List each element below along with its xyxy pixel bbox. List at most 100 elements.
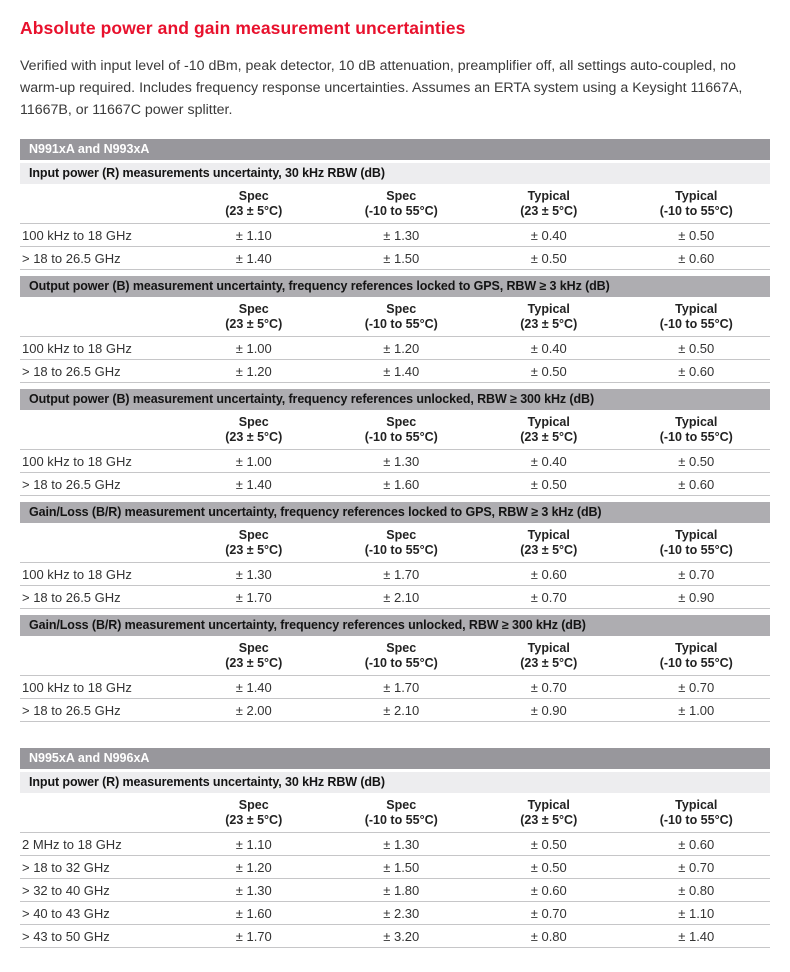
value-cell: ± 1.30: [383, 227, 420, 243]
column-header-line1: Typical: [675, 302, 718, 316]
value-cell: ± 1.10: [235, 227, 272, 243]
row-label: > 18 to 32 GHz: [22, 859, 110, 875]
product-header: N995xA and N996xA: [20, 748, 770, 769]
table-row: 2 MHz to 18 GHz ± 1.10 ± 1.30 ± 0.50 ± 0.60: [20, 833, 770, 856]
value-cell: ± 1.50: [383, 250, 420, 266]
value-cell: ± 2.10: [383, 589, 420, 605]
column-header-line2: (23 ± 5°C): [225, 656, 283, 670]
column-header: Spec (-10 to 55°C): [328, 189, 476, 219]
value-cell: ± 1.30: [383, 453, 420, 469]
column-header: Typical (23 ± 5°C): [475, 302, 623, 332]
column-header: Typical (23 ± 5°C): [475, 415, 623, 445]
section-header: Output power (B) measurement uncertainty…: [20, 389, 770, 410]
column-header-line1: Spec: [386, 189, 417, 203]
column-header: Typical (-10 to 55°C): [623, 798, 771, 828]
row-label: > 18 to 26.5 GHz: [22, 476, 121, 492]
table-row: 100 kHz to 18 GHz ± 1.40 ± 1.70 ± 0.70 ± 0.7…: [20, 676, 770, 699]
table-row: 100 kHz to 18 GHz ± 1.30 ± 1.70 ± 0.60 ± 0.7…: [20, 563, 770, 586]
value-cell: ± 0.70: [678, 859, 715, 875]
value-cell: ± 1.70: [235, 589, 272, 605]
column-header: Spec (-10 to 55°C): [328, 302, 476, 332]
column-header: Spec (23 ± 5°C): [180, 641, 328, 671]
section-header: Gain/Loss (B/R) measurement uncertainty,…: [20, 615, 770, 636]
table-row: > 18 to 26.5 GHz ± 1.40 ± 1.60 ± 0.50 ± 0.60: [20, 473, 770, 496]
value-cell: ± 1.60: [383, 476, 420, 492]
column-header: Typical (23 ± 5°C): [475, 641, 623, 671]
table-row: > 18 to 26.5 GHz ± 1.40 ± 1.50 ± 0.50 ± 0.60: [20, 247, 770, 270]
row-label: 100 kHz to 18 GHz: [22, 227, 132, 243]
column-header-row: Spec (23 ± 5°C) Spec (-10 to 55°C) Typical (2…: [20, 184, 770, 224]
column-header-line2: (23 ± 5°C): [520, 317, 578, 331]
table-row: 100 kHz to 18 GHz ± 1.10 ± 1.30 ± 0.40 ± 0.5…: [20, 224, 770, 247]
column-header: Spec (-10 to 55°C): [328, 528, 476, 558]
value-cell: ± 0.70: [678, 566, 715, 582]
table-row: > 18 to 26.5 GHz ± 1.70 ± 2.10 ± 0.70 ± 0.90: [20, 586, 770, 609]
value-cell: ± 0.50: [530, 859, 567, 875]
column-header-line2: (-10 to 55°C): [364, 656, 438, 670]
column-header-line2: (-10 to 55°C): [364, 813, 438, 827]
value-cell: ± 0.60: [678, 836, 715, 852]
column-header: Typical (23 ± 5°C): [475, 798, 623, 828]
column-header-row: Spec (23 ± 5°C) Spec (-10 to 55°C) Typical (2…: [20, 636, 770, 676]
column-header-line1: Typical: [527, 528, 570, 542]
value-cell: ± 1.50: [383, 859, 420, 875]
value-cell: ± 0.50: [678, 340, 715, 356]
section-header: Output power (B) measurement uncertainty…: [20, 276, 770, 297]
column-header-line2: (23 ± 5°C): [520, 430, 578, 444]
table-row: > 18 to 26.5 GHz ± 2.00 ± 2.10 ± 0.90 ± 1.00: [20, 699, 770, 722]
column-header-line1: Typical: [675, 798, 718, 812]
row-label: > 18 to 26.5 GHz: [22, 363, 121, 379]
value-cell: ± 1.40: [235, 476, 272, 492]
column-header: Typical (-10 to 55°C): [623, 302, 771, 332]
column-header-line2: (-10 to 55°C): [364, 543, 438, 557]
column-header-line1: Typical: [675, 528, 718, 542]
value-cell: ± 1.40: [383, 363, 420, 379]
section-header: Input power (R) measurements uncertainty…: [20, 772, 770, 793]
column-header-line2: (-10 to 55°C): [659, 543, 733, 557]
column-header: Typical (-10 to 55°C): [623, 189, 771, 219]
intro-paragraph: Verified with input level of -10 dBm, pe…: [20, 58, 743, 118]
row-label: 100 kHz to 18 GHz: [22, 679, 132, 695]
value-cell: ± 1.10: [678, 905, 715, 921]
value-cell: ± 1.10: [235, 836, 272, 852]
value-cell: ± 0.70: [530, 679, 567, 695]
column-header-line2: (-10 to 55°C): [659, 656, 733, 670]
row-label: 100 kHz to 18 GHz: [22, 340, 132, 356]
value-cell: ± 0.50: [678, 453, 715, 469]
value-cell: ± 1.00: [235, 340, 272, 356]
value-cell: ± 0.90: [678, 589, 715, 605]
value-cell: ± 0.40: [530, 453, 567, 469]
value-cell: ± 0.40: [530, 227, 567, 243]
section-header: Input power (R) measurements uncertainty…: [20, 163, 770, 184]
column-header: Typical (-10 to 55°C): [623, 528, 771, 558]
row-label: > 40 to 43 GHz: [22, 905, 110, 921]
column-header: Spec (-10 to 55°C): [328, 415, 476, 445]
column-header-line2: (-10 to 55°C): [659, 204, 733, 218]
column-header-line2: (23 ± 5°C): [225, 813, 283, 827]
row-label: > 43 to 50 GHz: [22, 928, 110, 944]
column-header-row: Spec (23 ± 5°C) Spec (-10 to 55°C) Typical (2…: [20, 523, 770, 563]
column-header-line2: (23 ± 5°C): [520, 656, 578, 670]
column-header-line2: (-10 to 55°C): [364, 204, 438, 218]
row-label: > 18 to 26.5 GHz: [22, 250, 121, 266]
value-cell: ± 0.70: [530, 589, 567, 605]
column-header-line2: (23 ± 5°C): [225, 204, 283, 218]
column-header: Spec (23 ± 5°C): [180, 798, 328, 828]
column-header-line1: Spec: [386, 798, 417, 812]
column-header-line1: Spec: [386, 641, 417, 655]
column-header-line1: Spec: [386, 415, 417, 429]
value-cell: ± 1.70: [383, 566, 420, 582]
row-label: 2 MHz to 18 GHz: [22, 836, 122, 852]
column-header-line1: Typical: [675, 415, 718, 429]
value-cell: ± 0.50: [530, 363, 567, 379]
value-cell: ± 1.70: [383, 679, 420, 695]
column-header: Spec (23 ± 5°C): [180, 302, 328, 332]
value-cell: ± 1.00: [235, 453, 272, 469]
column-header-line2: (-10 to 55°C): [364, 317, 438, 331]
value-cell: ± 0.50: [530, 836, 567, 852]
column-header-line1: Spec: [386, 528, 417, 542]
column-header-line2: (-10 to 55°C): [659, 430, 733, 444]
column-header-line2: (23 ± 5°C): [520, 813, 578, 827]
column-header: Spec (23 ± 5°C): [180, 528, 328, 558]
